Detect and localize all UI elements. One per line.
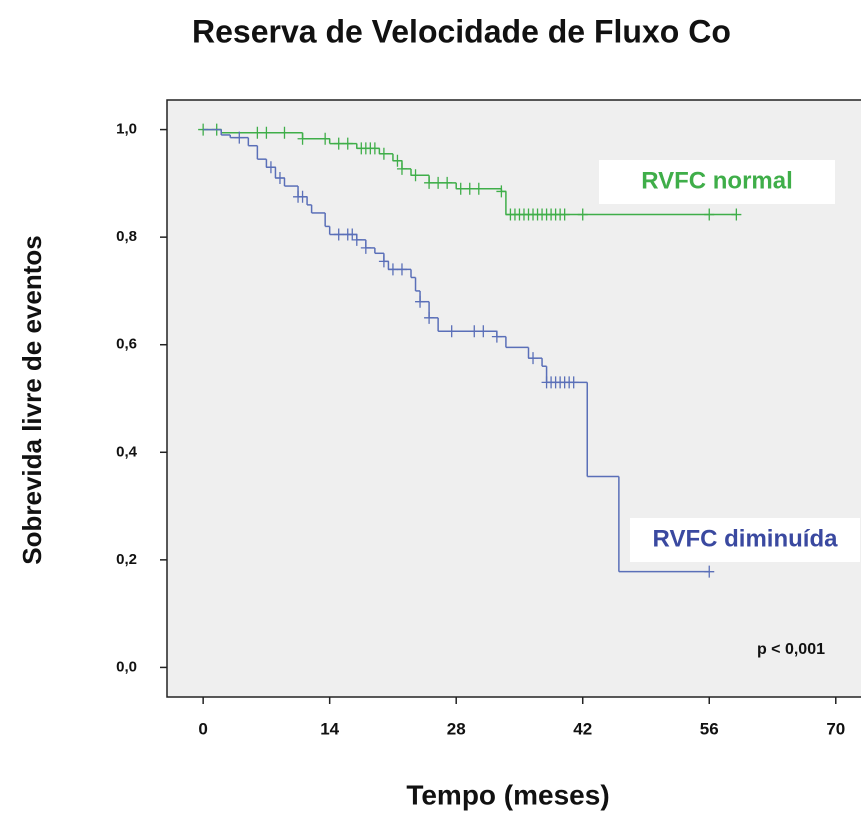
censor-mark: [473, 182, 484, 195]
chart-title: Reserva de Velocidade de Fluxo Co: [192, 13, 731, 49]
censor-mark: [704, 208, 715, 221]
censor-mark: [469, 325, 480, 338]
series-label-box: [630, 518, 860, 562]
series-label: RVFC normal: [641, 167, 793, 194]
censor-mark: [491, 330, 502, 343]
x-tick-label: 56: [700, 719, 719, 738]
series-label: RVFC diminuída: [653, 525, 839, 552]
censor-mark: [568, 376, 579, 389]
x-tick-label: 0: [198, 719, 207, 738]
y-tick-label: 0,4: [116, 443, 138, 460]
y-tick-label: 0,2: [116, 551, 137, 568]
x-tick-label: 14: [320, 719, 339, 738]
censor-mark: [378, 255, 389, 268]
censor-mark: [387, 263, 398, 276]
censor-mark: [279, 126, 290, 139]
censor-mark: [320, 132, 331, 145]
censor-mark: [446, 325, 457, 338]
censor-mark: [478, 325, 489, 338]
censor-mark: [297, 190, 308, 203]
censor-mark: [577, 208, 588, 221]
censor-mark: [369, 142, 380, 155]
censor-mark: [396, 162, 407, 175]
censor-mark: [731, 208, 742, 221]
censor-mark: [455, 182, 466, 195]
x-tick-label: 70: [826, 719, 845, 738]
censor-mark: [274, 171, 285, 184]
censor-mark: [704, 565, 715, 578]
censor-mark: [559, 208, 570, 221]
censor-mark: [442, 176, 453, 189]
censor-mark: [392, 154, 403, 167]
x-tick-label: 28: [447, 719, 466, 738]
censor-mark: [234, 131, 245, 144]
p-value: p < 0,001: [757, 641, 825, 658]
x-tick-label: 42: [573, 719, 592, 738]
x-axis-label: Tempo (meses): [406, 779, 609, 810]
censor-mark: [351, 233, 362, 246]
censor-mark: [342, 137, 353, 150]
censor-mark: [252, 126, 263, 139]
series-label-box: [599, 160, 835, 204]
censor-mark: [297, 132, 308, 145]
censor-mark: [415, 295, 426, 308]
censor-mark: [347, 228, 358, 241]
censor-mark: [424, 176, 435, 189]
censor-mark: [496, 185, 507, 198]
y-tick-label: 0,6: [116, 336, 137, 353]
censor-mark: [424, 311, 435, 324]
y-axis-label: Sobrevida livre de eventos: [17, 235, 47, 564]
censor-mark: [396, 263, 407, 276]
censor-mark: [333, 137, 344, 150]
y-tick-label: 0,8: [116, 228, 137, 245]
censor-mark: [433, 176, 444, 189]
censor-mark: [265, 161, 276, 174]
censor-mark: [378, 147, 389, 160]
censor-mark: [528, 352, 539, 365]
censor-mark: [333, 228, 344, 241]
censor-mark: [360, 241, 371, 254]
censor-mark: [410, 169, 421, 182]
y-tick-label: 0,0: [116, 658, 137, 675]
censor-mark: [464, 182, 475, 195]
y-tick-label: 1,0: [116, 121, 137, 138]
censor-mark: [261, 126, 272, 139]
